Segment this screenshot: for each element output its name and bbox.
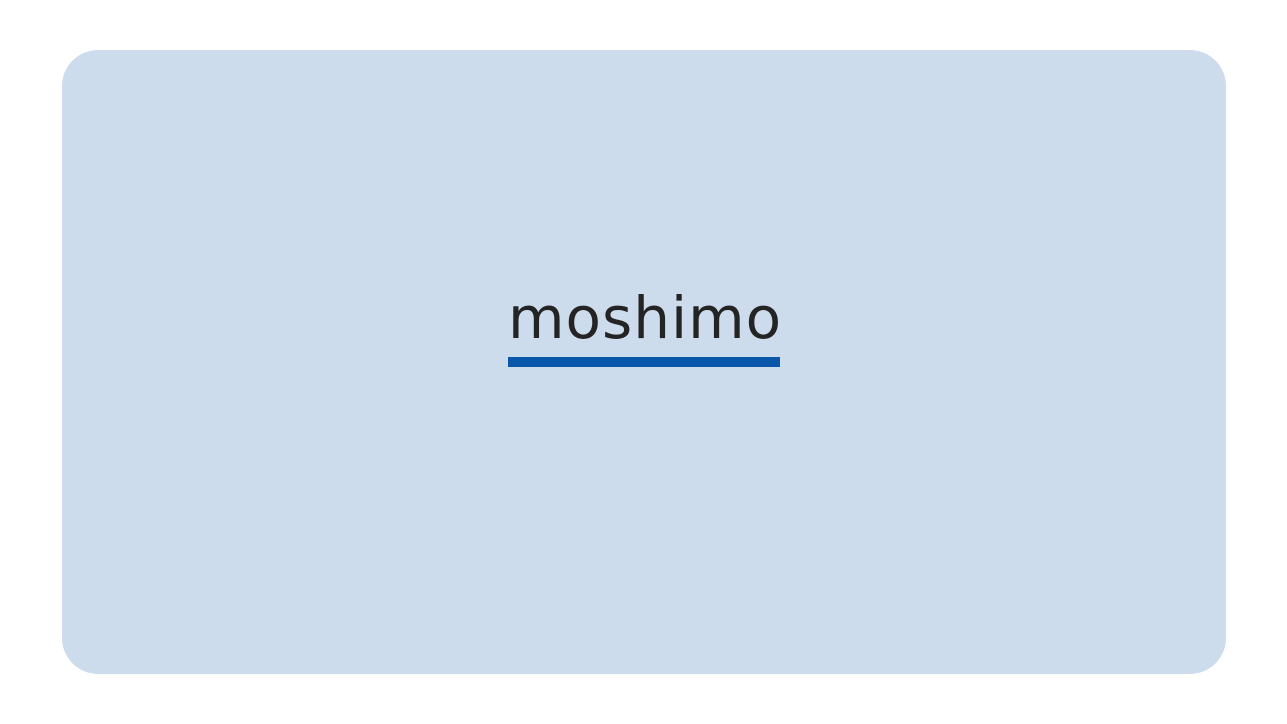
logo-wordmark: moshimo xyxy=(508,284,783,352)
logo-underline xyxy=(508,357,780,367)
moshimo-logo: moshimo xyxy=(508,283,783,369)
